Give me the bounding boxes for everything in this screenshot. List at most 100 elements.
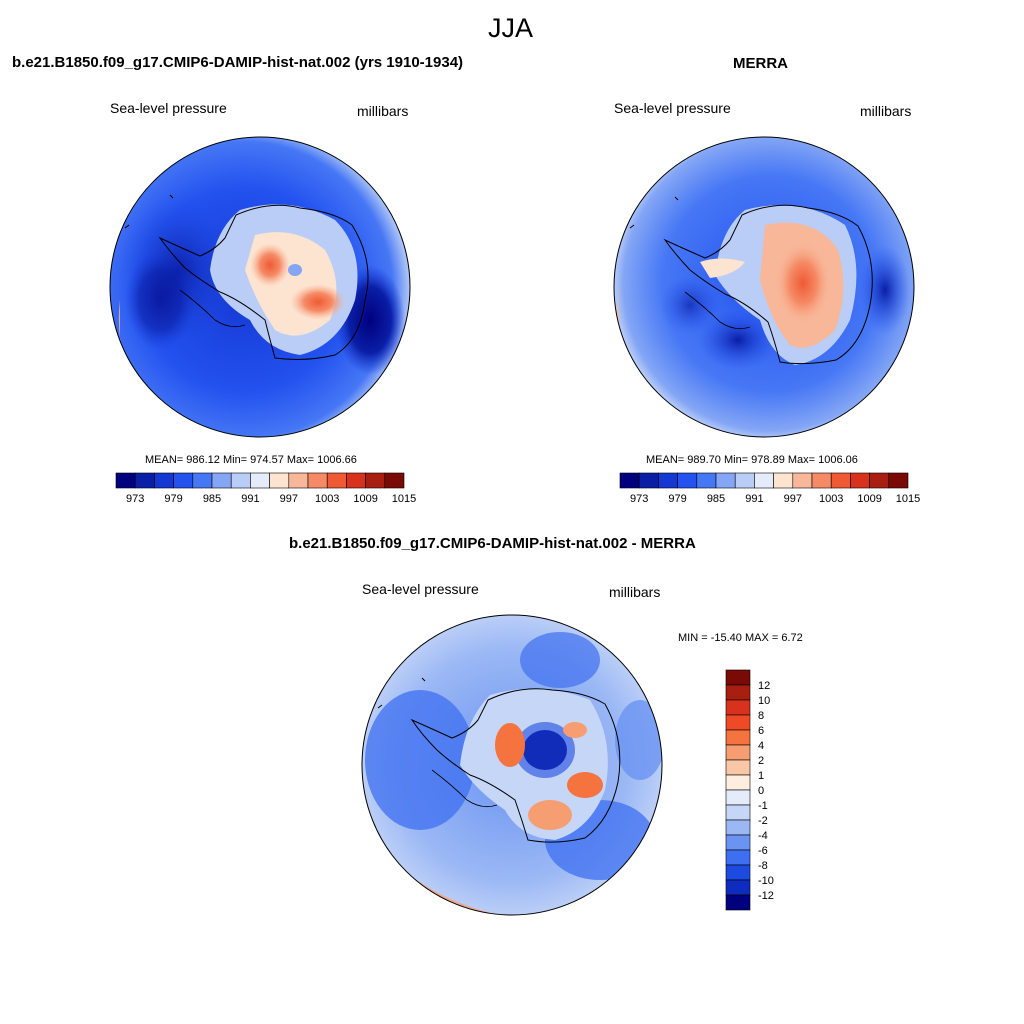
panel-2-colorbar-swatch (696, 472, 717, 489)
panel-1-colorbar-tick-label: 1009 (353, 493, 377, 505)
panel-1-colorbar-swatch (211, 472, 232, 489)
panel-3-colorbar-swatch (725, 804, 751, 821)
panel-3-colorbar-swatch (725, 714, 751, 731)
panel-1-colorbar-tick-label: 973 (126, 493, 144, 505)
panel-2-colorbar-swatch (869, 472, 890, 489)
panel-3-colorbar-swatch (725, 759, 751, 776)
panel-2-colorbar-tick-label: 1009 (857, 493, 881, 505)
panel-3-map (362, 615, 662, 915)
panel-2-colorbar-swatch (619, 472, 640, 489)
panel-2-colorbar-swatch (773, 472, 794, 489)
panel-3-colorbar-tick-label: 10 (758, 695, 770, 707)
panel-1-colorbar-swatch (115, 472, 136, 489)
panel-1-colorbar-swatch (134, 472, 155, 489)
panel-3-colorbar-tick-label: 1 (758, 770, 764, 782)
panel-1-colorbar-swatch (346, 472, 366, 489)
panel-2-colorbar-tick-label: 991 (745, 493, 763, 505)
panel-3-colorbar-tick-label: -12 (758, 890, 774, 902)
panel-3-colorbar-swatch (725, 699, 751, 716)
panel-3-colorbar-swatch (725, 864, 751, 881)
panel-2-map-border (613, 136, 915, 438)
panel-2-colorbar-swatch (754, 472, 774, 489)
panel-1-colorbar-swatch (326, 472, 347, 489)
panel-1-colorbar-tick-label: 1015 (392, 493, 416, 505)
panel-3-map-border (361, 614, 663, 916)
panel-3-title: b.e21.B1850.f09_g17.CMIP6-DAMIP-hist-nat… (289, 535, 696, 552)
panel-2-units-label: millibars (860, 103, 912, 119)
panel-3-colorbar-swatch (725, 729, 751, 746)
panel-2-colorbar: 973 979 985 991 997 1003 1009 1015 (619, 472, 920, 505)
panel-1-colorbar-swatch (192, 472, 213, 489)
panel-1-colorbar-tick-label: 991 (241, 493, 259, 505)
panel-1-colorbar-swatch (307, 472, 328, 489)
panel-3-colorbar-swatch (725, 819, 751, 836)
panel-1-colorbar-swatch (269, 472, 290, 489)
panel-1-variable-label: Sea-level pressure (110, 100, 227, 116)
panel-2-colorbar-swatch (850, 472, 870, 489)
panel-2-colorbar-swatch (715, 472, 736, 489)
panel-3-units-label: millibars (609, 584, 661, 600)
panel-2-colorbar-tick-label: 1015 (896, 493, 920, 505)
panel-1-colorbar-tick-label: 997 (280, 493, 298, 505)
panel-3-colorbar-tick-label: 0 (758, 785, 764, 797)
panel-3-colorbar-swatch (725, 834, 751, 851)
panel-3-colorbar-tick-label: 4 (758, 740, 764, 752)
panel-2-colorbar-swatch (830, 472, 851, 489)
panel-2-colorbar-tick-label: 985 (707, 493, 725, 505)
panel-1-colorbar-swatch (230, 472, 251, 489)
panel-3-colorbar-swatch (725, 774, 751, 791)
panel-2-colorbar-tick-label: 979 (668, 493, 686, 505)
panel-2-colorbar-swatch (658, 472, 678, 489)
panel-1-colorbar-tick-label: 979 (164, 493, 182, 505)
panel-3-colorbar-swatch (725, 849, 751, 866)
panel-1-stats: MEAN= 986.12 Min= 974.57 Max= 1006.66 (145, 454, 357, 466)
panel-1-colorbar-swatch (365, 472, 386, 489)
panel-3-variable-label: Sea-level pressure (362, 581, 479, 597)
panel-3-colorbar-swatch (725, 744, 751, 761)
panel-1-colorbar: 973 979 985 991 997 1003 1009 1015 (115, 472, 416, 505)
panel-3-colorbar-swatch (725, 684, 751, 701)
panel-3-stats: MIN = -15.40 MAX = 6.72 (678, 632, 803, 644)
panel-1-map (110, 137, 410, 437)
panel-3-colorbar-tick-label: -2 (758, 815, 768, 827)
panel-3-colorbar-tick-label: 8 (758, 710, 764, 722)
panel-2-colorbar-swatch (888, 472, 909, 489)
panel-2-colorbar-swatch (638, 472, 659, 489)
panel-3-colorbar-tick-label: 12 (758, 680, 770, 692)
panel-1-colorbar-swatch (250, 472, 270, 489)
panel-1-units-label: millibars (357, 103, 409, 119)
panel-1-colorbar-swatch (173, 472, 194, 489)
panel-2-colorbar-tick-label: 1003 (819, 493, 843, 505)
panel-2-colorbar-swatch (811, 472, 832, 489)
panel-2-title: MERRA (733, 55, 788, 72)
panel-1-map-border (109, 136, 411, 438)
panel-3-colorbar-tick-label: -8 (758, 860, 768, 872)
panel-1-colorbar-tick-label: 985 (203, 493, 221, 505)
panel-2-map (614, 137, 914, 437)
panel-3-colorbar-tick-label: -4 (758, 830, 768, 842)
panel-2-colorbar-swatch (734, 472, 755, 489)
panel-3-colorbar-swatch (725, 669, 751, 686)
panel-2-colorbar-tick-label: 997 (784, 493, 802, 505)
panel-1-title: b.e21.B1850.f09_g17.CMIP6-DAMIP-hist-nat… (12, 54, 464, 71)
panel-2-stats: MEAN= 989.70 Min= 978.89 Max= 1006.06 (646, 454, 858, 466)
panel-3-colorbar-tick-label: -6 (758, 845, 768, 857)
panel-3-colorbar-swatch (725, 894, 751, 911)
panel-1-colorbar-tick-label: 1003 (315, 493, 339, 505)
panel-1-colorbar-swatch (384, 472, 405, 489)
panel-3-colorbar-tick-label: -10 (758, 875, 774, 887)
panel-2-colorbar-swatch (792, 472, 813, 489)
panel-1-colorbar-swatch (288, 472, 309, 489)
panel-2-colorbar-tick-label: 973 (630, 493, 648, 505)
panel-2-variable-label: Sea-level pressure (614, 100, 731, 116)
panel-3-colorbar-swatch (725, 879, 751, 896)
panel-2-colorbar-swatch (677, 472, 698, 489)
figure-title: JJA (488, 13, 534, 43)
panel-3-colorbar-swatch (725, 789, 751, 806)
panel-3-colorbar-tick-label: 2 (758, 755, 764, 767)
panel-1-colorbar-swatch (154, 472, 174, 489)
panel-3-colorbar-tick-label: -1 (758, 800, 768, 812)
panel-3-colorbar-tick-label: 6 (758, 725, 764, 737)
